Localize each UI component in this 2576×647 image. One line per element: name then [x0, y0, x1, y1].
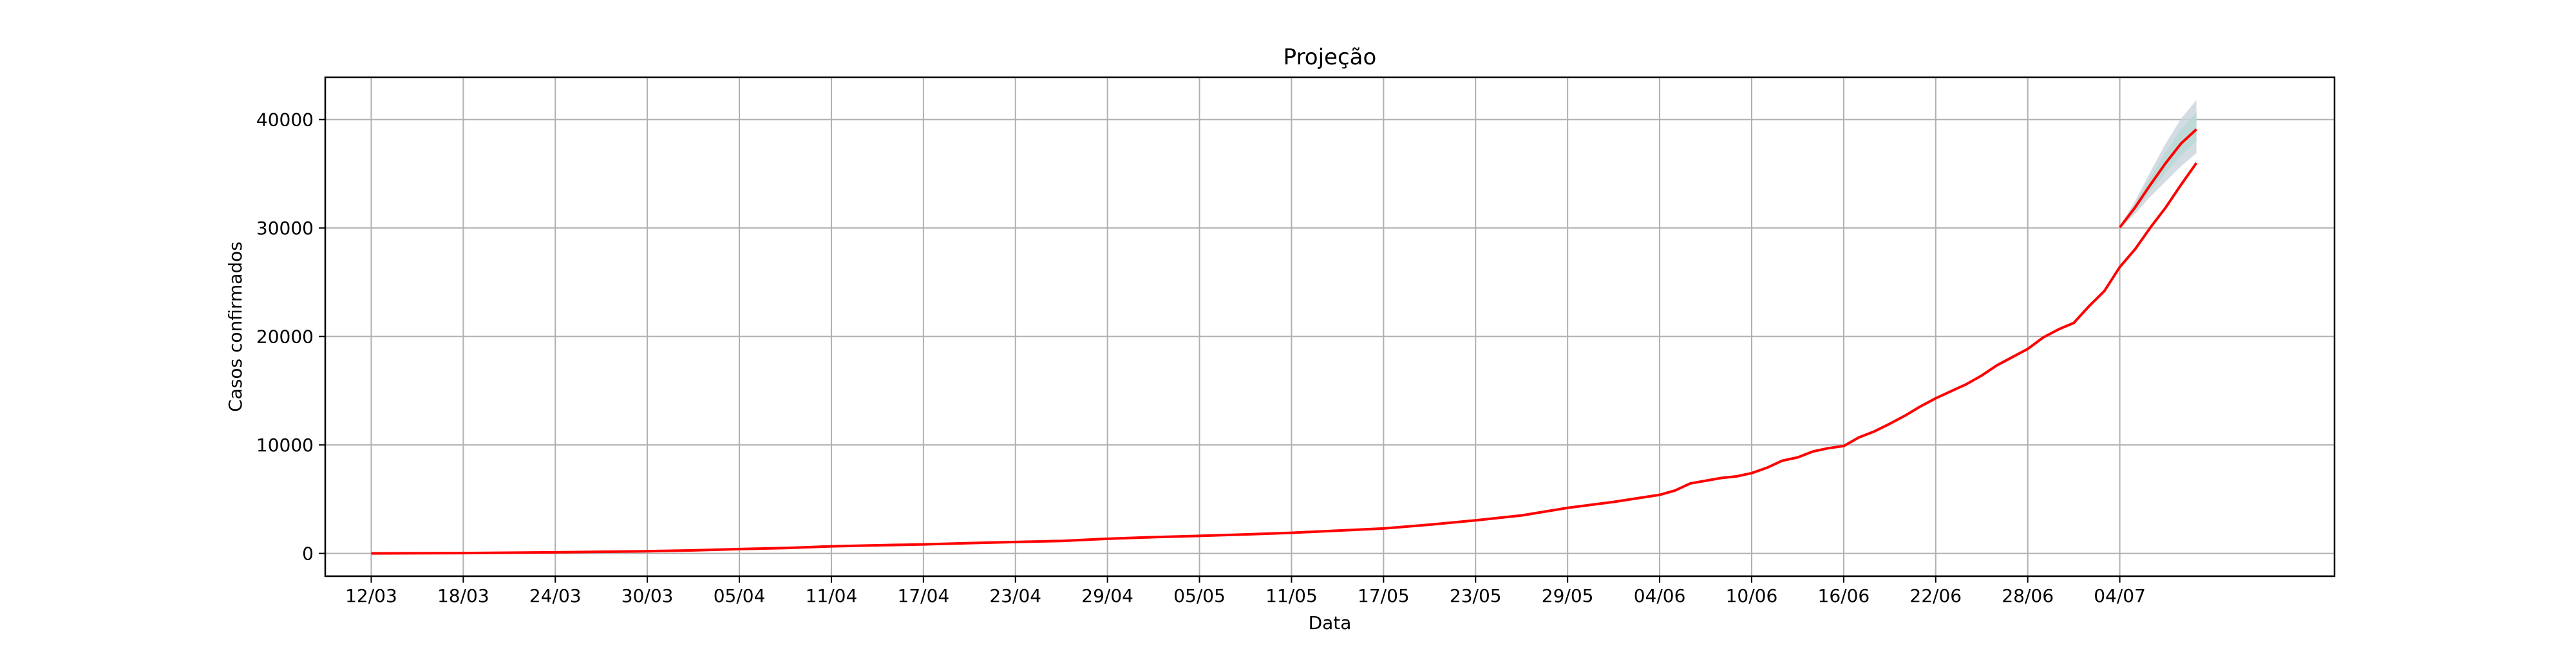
- x-tick-label: 11/05: [1265, 585, 1318, 606]
- plot-frame: [324, 76, 2336, 577]
- y-tick-label: 30000: [256, 218, 314, 239]
- x-tick-label: 17/04: [898, 585, 950, 606]
- y-axis-ticks: 0 10000 20000 30000 40000: [256, 109, 325, 565]
- chart-title: Projeção: [1283, 44, 1377, 70]
- x-tick-label: 04/06: [1634, 585, 1686, 606]
- y-tick-label: 10000: [256, 435, 314, 456]
- x-tick-label: 23/05: [1450, 585, 1502, 606]
- x-tick-label: 28/06: [2002, 585, 2054, 606]
- y-tick-label: 40000: [256, 109, 314, 131]
- x-tick-label: 16/06: [1818, 585, 1870, 606]
- x-tick-label: 24/03: [529, 585, 582, 606]
- x-tick-label: 23/04: [989, 585, 1041, 606]
- x-tick-label: 30/03: [621, 585, 674, 606]
- x-axis-ticks: 12/03 18/03 24/03 30/03 05/04 11/04 17/04 23/04…: [345, 576, 2146, 606]
- grid: [325, 77, 2334, 576]
- x-tick-label: 29/05: [1542, 585, 1594, 606]
- x-tick-label: 29/04: [1081, 585, 1133, 606]
- x-tick-label: 17/05: [1358, 585, 1410, 606]
- x-tick-label: 05/05: [1173, 585, 1226, 606]
- projection-band: [2119, 100, 2197, 229]
- x-tick-label: 04/07: [2094, 585, 2146, 606]
- x-tick-label: 12/03: [345, 585, 397, 606]
- confirmed-cases-line: [371, 162, 2198, 555]
- y-axis-label: Casos confirmados: [225, 241, 246, 412]
- series-lines: [371, 128, 2198, 555]
- projection-line: [2118, 128, 2198, 229]
- projection-band-inner: [2119, 111, 2197, 229]
- x-axis-label: Data: [1309, 612, 1352, 633]
- x-tick-label: 18/03: [437, 585, 489, 606]
- x-tick-label: 11/04: [806, 585, 858, 606]
- x-tick-label: 22/06: [1909, 585, 1962, 606]
- y-tick-label: 20000: [256, 326, 314, 348]
- x-tick-label: 05/04: [714, 585, 766, 606]
- projection-band-outer: [2119, 100, 2197, 229]
- x-tick-label: 10/06: [1726, 585, 1778, 606]
- y-tick-label: 0: [302, 543, 314, 565]
